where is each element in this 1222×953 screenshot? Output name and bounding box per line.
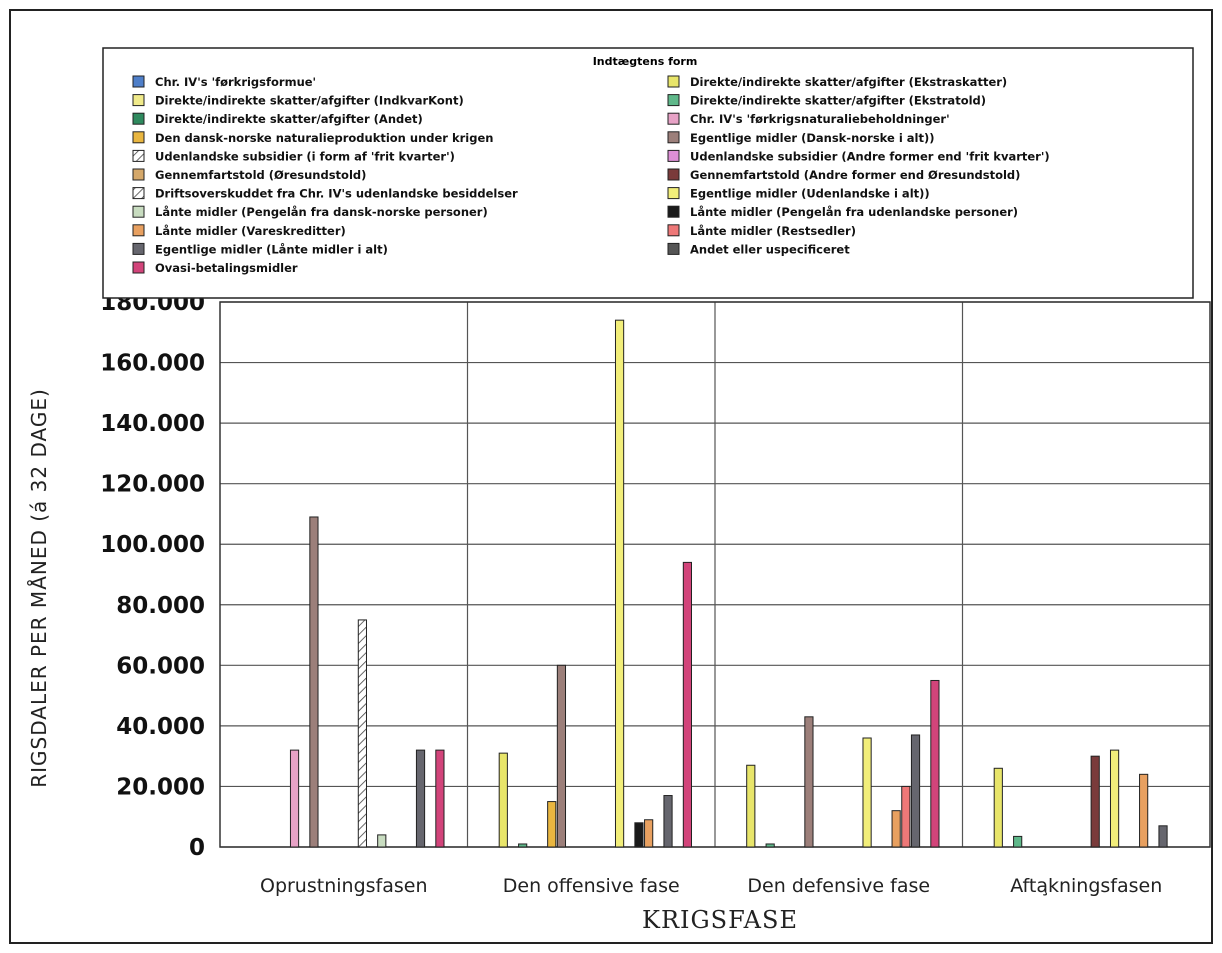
legend-swatch [132, 149, 145, 162]
y-tick-label: 40.000 [116, 714, 205, 740]
bar [910, 734, 921, 848]
bar [357, 619, 367, 848]
bar [862, 737, 872, 848]
grid [220, 301, 1210, 848]
y-tick-label: 20.000 [116, 774, 205, 800]
y-tick-label: 100.000 [100, 532, 205, 558]
y-axis-ticks: 0 20.000 40.000 60.000 80.000 100.000 120.000 1… [100, 290, 205, 861]
bar [547, 801, 557, 848]
legend-label: Direkte/indirekte skatter/afgifter (Ekst… [690, 94, 986, 108]
legend-swatch [132, 242, 145, 255]
legend-label: Lånte midler (Pengelån fra udenlandske p… [690, 205, 1018, 219]
legend-swatch [132, 75, 145, 88]
legend-title: Indtægtens form [593, 55, 698, 68]
bar [498, 752, 508, 848]
legend: Indtægtens form Chr. IV's 'førkrigsformu… [102, 47, 1194, 299]
bar [435, 749, 445, 848]
bar [1139, 773, 1149, 848]
plot-area-border [219, 301, 1211, 848]
legend-swatch [132, 261, 145, 274]
x-axis-label: KRIGSFASE [642, 906, 798, 934]
bar [682, 561, 692, 848]
legend-items: Chr. IV's 'førkrigsformue' Direkte/indire… [132, 75, 1050, 275]
bar [765, 843, 775, 848]
legend-label: Den dansk-norske naturalieproduktion und… [155, 131, 493, 145]
legend-label: Direkte/indirekte skatter/afgifter (Indk… [155, 94, 464, 108]
y-tick-label: 140.000 [100, 411, 205, 437]
legend-swatch [667, 224, 680, 237]
legend-swatch [132, 187, 145, 200]
bar [518, 843, 528, 848]
bar [309, 516, 319, 848]
legend-label: Driftsoverskuddet fra Chr. IV's udenland… [155, 187, 518, 201]
legend-swatch [132, 131, 145, 144]
legend-label: Lånte midler (Pengelån fra dansk-norske … [155, 205, 488, 219]
legend-swatch [667, 187, 680, 200]
legend-swatch [667, 112, 680, 125]
x-tick-label: Den defensive fase [747, 875, 930, 897]
legend-label: Chr. IV's 'førkrigsformue' [155, 75, 316, 89]
y-tick-label: 160.000 [100, 351, 205, 377]
legend-label: Gennemfartstold (Andre former end Øresun… [690, 168, 1020, 182]
legend-swatch [132, 224, 145, 237]
bar [644, 819, 654, 848]
bar [663, 795, 673, 848]
bar [377, 834, 387, 848]
legend-swatch [667, 242, 680, 255]
bar [634, 822, 644, 848]
legend-swatch [667, 75, 680, 88]
bar [614, 319, 625, 848]
legend-label: Ovasi-betalingsmidler [155, 261, 298, 275]
legend-swatch [667, 149, 680, 162]
y-axis-label: RIGSDALER PER MÅNED (á 32 DAGE) [27, 388, 51, 788]
bar [930, 679, 940, 848]
x-tick-label: Den offensive fase [503, 875, 680, 897]
bar [804, 716, 814, 848]
legend-label: Direkte/indirekte skatter/afgifter (Ekst… [690, 75, 1007, 89]
bar [415, 749, 426, 848]
legend-label: Lånte midler (Restsedler) [690, 224, 856, 238]
legend-swatch [132, 205, 145, 218]
x-axis-ticks: Oprustningsfasen Den offensive fase Den de… [260, 875, 1162, 897]
legend-label: Udenlandske subsidier (i form af 'frit k… [155, 149, 455, 163]
legend-swatch [667, 205, 680, 218]
legend-label: Lånte midler (Vareskreditter) [155, 224, 346, 238]
legend-swatch [132, 94, 145, 107]
legend-swatch [132, 168, 145, 181]
x-tick-label: Oprustningsfasen [260, 875, 428, 897]
bar [901, 785, 911, 848]
legend-swatch [667, 94, 680, 107]
bar [1158, 825, 1168, 848]
bar [1109, 749, 1120, 848]
outer-border [9, 9, 1213, 944]
legend-swatch [667, 131, 680, 144]
y-tick-label: 0 [189, 835, 205, 861]
legend-label: Gennemfartstold (Øresundstold) [155, 168, 366, 182]
legend-box [102, 47, 1194, 299]
legend-label: Andet eller uspecificeret [690, 242, 850, 256]
bar [891, 810, 901, 848]
bar [1090, 755, 1100, 848]
bars [289, 319, 1168, 848]
legend-label: Direkte/indirekte skatter/afgifter (Ande… [155, 112, 423, 126]
y-tick-label: 120.000 [100, 472, 205, 498]
y-tick-label: 60.000 [116, 653, 205, 679]
x-tick-label: Afta̧kningsfasen [1010, 875, 1162, 897]
legend-label: Udenlandske subsidier (Andre former end … [690, 149, 1050, 163]
bar [993, 767, 1003, 848]
legend-swatch [132, 112, 145, 125]
legend-swatch [667, 168, 680, 181]
bar [1013, 835, 1023, 848]
legend-label: Egentlige midler (Udenlandske i alt)) [690, 187, 930, 201]
legend-label: Chr. IV's 'førkrigsnaturaliebeholdninger… [690, 112, 950, 126]
bar [746, 764, 756, 848]
legend-label: Egentlige midler (Lånte midler i alt) [155, 242, 388, 256]
y-tick-label: 80.000 [116, 593, 205, 619]
bar [289, 749, 300, 848]
bar [556, 664, 567, 848]
legend-label: Egentlige midler (Dansk-norske i alt)) [690, 131, 934, 145]
